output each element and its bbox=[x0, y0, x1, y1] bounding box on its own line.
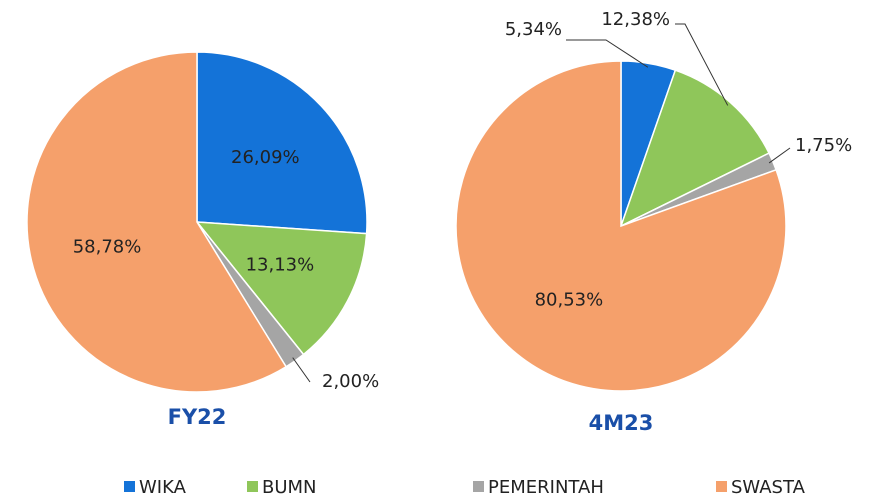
legend-label: BUMN bbox=[262, 477, 317, 498]
leader-line bbox=[566, 39, 649, 68]
leader-line bbox=[768, 147, 791, 164]
legend-label: WIKA bbox=[139, 477, 187, 498]
pie-slice bbox=[619, 69, 771, 228]
data-label: 12,38% bbox=[601, 9, 670, 30]
pie-slice bbox=[26, 51, 288, 393]
pie-slice bbox=[455, 60, 787, 392]
leader-line bbox=[675, 23, 729, 106]
data-label: 5,34% bbox=[505, 19, 562, 40]
legend-label: PEMERINTAH bbox=[488, 477, 604, 498]
data-label: 2,00% bbox=[322, 371, 379, 392]
legend-swatch bbox=[124, 481, 135, 492]
legend-swatch bbox=[473, 481, 484, 492]
legend-label: SWASTA bbox=[731, 477, 806, 498]
chart-title: 4M23 bbox=[589, 411, 654, 435]
data-label: 80,53% bbox=[535, 289, 604, 310]
data-label: 13,13% bbox=[246, 254, 315, 275]
pie-slice bbox=[196, 51, 368, 235]
chart-title: FY22 bbox=[168, 405, 227, 429]
data-label: 26,09% bbox=[231, 147, 300, 168]
leader-line bbox=[292, 357, 311, 383]
data-label: 58,78% bbox=[73, 236, 142, 257]
pie-slice bbox=[195, 221, 368, 356]
data-label: 1,75% bbox=[795, 135, 852, 156]
legend-swatch bbox=[247, 481, 258, 492]
legend-swatch bbox=[716, 481, 727, 492]
